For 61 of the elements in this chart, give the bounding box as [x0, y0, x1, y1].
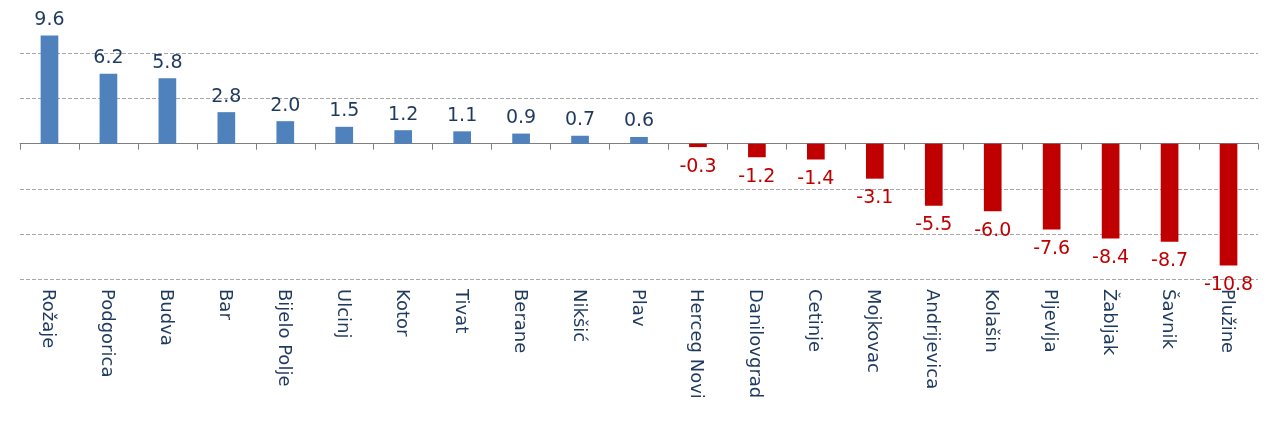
data-label: -3.1	[856, 185, 894, 208]
x-tick-label: Pljevlja	[1041, 289, 1063, 353]
bar	[276, 121, 295, 144]
bar	[1160, 143, 1179, 242]
bar	[865, 143, 884, 179]
x-tick-label: Danilovgrad	[746, 289, 768, 399]
bar	[630, 136, 648, 144]
x-tick-label: Cetinje	[805, 289, 827, 353]
data-label: 1.2	[388, 101, 419, 124]
bar	[924, 143, 943, 206]
data-label: -5.5	[915, 212, 953, 235]
data-label: 0.6	[623, 108, 655, 131]
bar	[1101, 143, 1120, 239]
x-tick-label: Herceg Novi	[687, 289, 709, 399]
data-label: 0.7	[564, 107, 596, 130]
bar	[689, 143, 707, 148]
x-tick-label: Žabljak	[1100, 289, 1122, 356]
bar	[571, 135, 589, 144]
bar	[807, 143, 825, 160]
x-tick-label: Bijelo Polje	[274, 289, 296, 387]
bar	[217, 112, 236, 144]
bar	[1219, 143, 1238, 266]
x-tick-label: Budva	[156, 289, 178, 346]
data-label: 2.8	[211, 83, 242, 106]
data-label: 9.6	[34, 7, 65, 30]
data-label: 2.0	[270, 92, 301, 115]
data-label: -1.2	[738, 163, 776, 186]
x-tick-label: Andrijevica	[923, 289, 945, 390]
bar	[512, 133, 530, 144]
data-label: 5.8	[152, 49, 183, 72]
bar	[394, 130, 413, 144]
data-label: 1.1	[447, 102, 478, 125]
bar	[1042, 143, 1061, 230]
data-label: -6.0	[974, 217, 1012, 240]
x-tick-label: Rožaje	[38, 289, 60, 349]
bar	[983, 143, 1002, 212]
x-tick-label: Bar	[215, 289, 237, 321]
bar	[99, 73, 118, 144]
x-tick-label: Berane	[510, 289, 532, 354]
x-tick-label: Mojkovac	[864, 289, 886, 373]
data-label: -8.4	[1092, 244, 1130, 267]
bar	[453, 131, 471, 144]
data-label: 6.2	[93, 45, 124, 68]
x-tick-label: Podgorica	[97, 289, 119, 378]
bar	[335, 126, 354, 144]
data-label: -7.6	[1033, 235, 1071, 258]
x-tick-label: Kolašin	[982, 289, 1004, 353]
x-tick-label: Tivat	[451, 288, 473, 334]
data-label: -8.7	[1151, 248, 1189, 271]
x-tick-label: Kotor	[392, 289, 414, 337]
bar	[748, 143, 766, 158]
x-tick-label: Nikšić	[569, 289, 591, 343]
bar	[40, 35, 59, 144]
x-tick-label: Ulcinj	[333, 289, 355, 339]
data-label: -1.4	[797, 166, 835, 189]
data-label: 1.5	[329, 98, 360, 121]
data-label: 0.9	[505, 105, 537, 128]
data-label: -0.3	[679, 153, 717, 176]
bar	[158, 78, 177, 144]
x-tick-label: Šavnik	[1159, 289, 1181, 350]
x-tick-label: Plav	[628, 289, 650, 327]
